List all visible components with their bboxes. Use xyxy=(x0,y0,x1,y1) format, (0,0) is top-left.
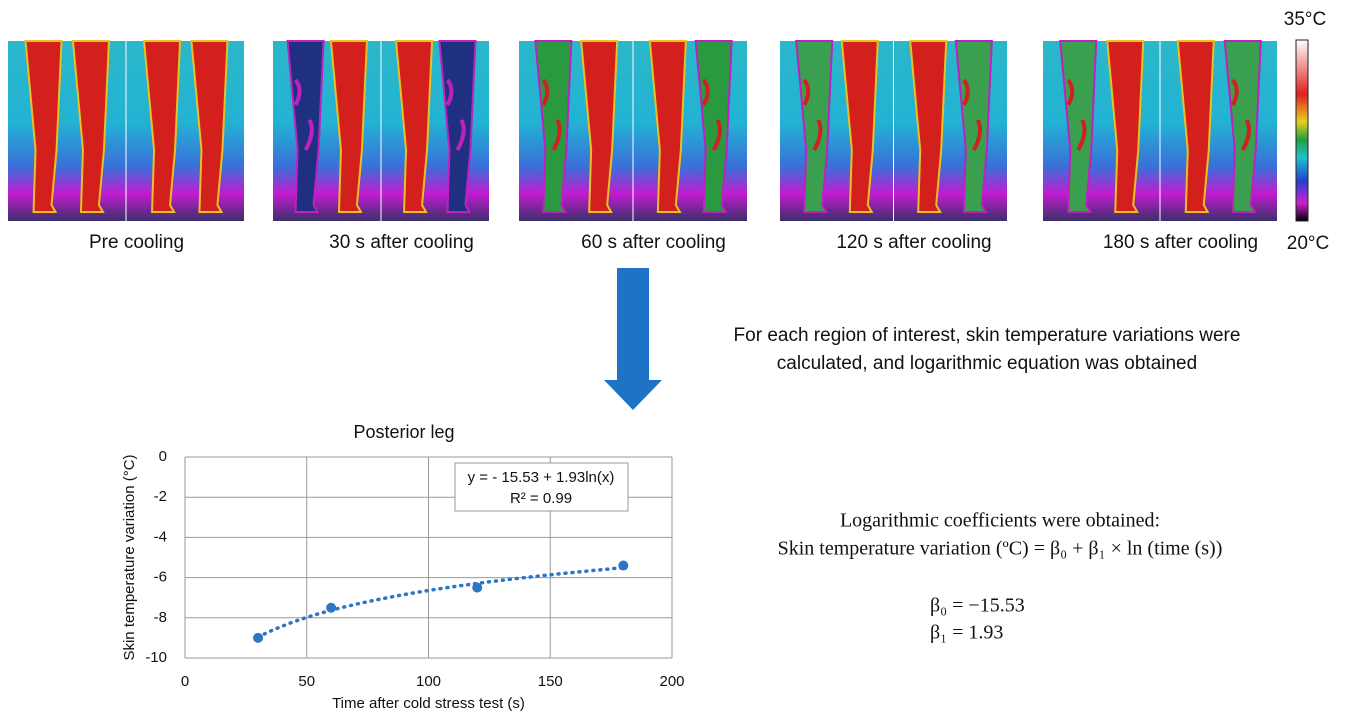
data-point xyxy=(472,582,483,593)
r-squared: R² = 0.99 xyxy=(510,490,572,507)
colorbar-min: 20°C xyxy=(1287,233,1329,254)
leg-detail xyxy=(802,78,823,151)
y-tick-label: -4 xyxy=(154,528,167,545)
leg xyxy=(648,40,687,213)
thermal-images: Pre cooling 30 s after cooling 60 s after … xyxy=(8,40,1277,253)
panel-label: 30 s after cooling xyxy=(329,232,474,253)
leg-detail xyxy=(1230,78,1251,151)
leg-detail xyxy=(293,78,314,151)
chart-title: Posterior leg xyxy=(353,422,454,442)
leg xyxy=(142,40,182,213)
panel-label: Pre cooling xyxy=(89,232,184,253)
leg-detail xyxy=(701,78,722,151)
formula: Skin temperature variation (ºC) = β₀ + β… xyxy=(778,538,1223,560)
leg xyxy=(329,40,368,213)
leg xyxy=(840,40,879,213)
leg xyxy=(1106,40,1145,213)
y-tick-label: -2 xyxy=(154,488,167,505)
data-point xyxy=(326,602,337,613)
leg-detail xyxy=(962,78,983,151)
arrow-head xyxy=(604,380,662,410)
colorbar xyxy=(1295,39,1309,222)
x-axis-title: Time after cold stress test (s) xyxy=(332,695,525,712)
x-tick-label: 50 xyxy=(298,673,315,690)
leg xyxy=(580,40,619,213)
leg xyxy=(909,40,948,213)
colorbar-max: 35°C xyxy=(1284,9,1326,30)
panel-label: 120 s after cooling xyxy=(836,232,991,253)
leg xyxy=(1176,40,1215,213)
leg-detail xyxy=(445,78,466,151)
x-tick-label: 150 xyxy=(538,673,563,690)
coefficients-heading: Logarithmic coefficients were obtained: xyxy=(840,510,1160,532)
equation: y = - 15.53 + 1.93ln(x) xyxy=(468,469,615,486)
y-tick-label: -6 xyxy=(154,569,167,586)
panel-label: 60 s after cooling xyxy=(581,232,726,253)
description-line: calculated, and logarithmic equation was… xyxy=(777,353,1197,374)
x-tick-label: 100 xyxy=(416,673,441,690)
beta0: β₀ = −15.53 xyxy=(930,595,1025,617)
data-point xyxy=(618,560,629,571)
y-tick-label: -10 xyxy=(145,649,167,666)
chart: Posterior leg 0 -2 -4 -6 -8 -10 0 50 100 150 200 Tim… xyxy=(121,422,685,712)
y-tick-label: 0 xyxy=(159,448,167,465)
x-tick-label: 0 xyxy=(181,673,189,690)
trendline xyxy=(256,565,626,639)
leg-detail xyxy=(541,78,562,151)
leg xyxy=(24,40,63,213)
leg xyxy=(190,40,229,213)
equation-box xyxy=(454,462,629,512)
x-tick-label: 200 xyxy=(659,673,684,690)
leg xyxy=(71,40,110,213)
data-point xyxy=(253,632,264,643)
leg xyxy=(394,40,434,213)
description-line: For each region of interest, skin temper… xyxy=(734,325,1241,346)
arrow-shaft xyxy=(617,268,649,382)
panel-label: 180 s after cooling xyxy=(1103,232,1258,253)
beta1: β₁ = 1.93 xyxy=(930,622,1003,644)
y-tick-label: -8 xyxy=(154,609,167,626)
leg-detail xyxy=(1066,78,1087,151)
y-axis-title: Skin temperature variation (°C) xyxy=(121,454,138,660)
